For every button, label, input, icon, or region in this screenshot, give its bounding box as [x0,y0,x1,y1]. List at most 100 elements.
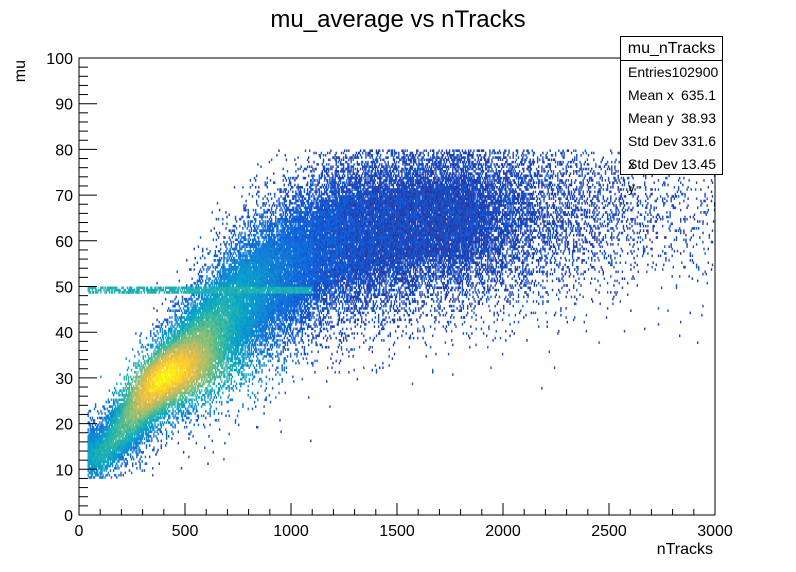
heatmap-cell [170,396,172,399]
heatmap-cell [102,444,104,447]
heatmap-cell [145,423,148,427]
heatmap-cell [138,377,140,381]
heatmap-cell [163,405,166,408]
heatmap-cell [156,387,158,390]
heatmap-cell [136,373,138,376]
heatmap-cell [186,400,188,404]
heatmap-cell [105,451,107,454]
heatmap-cell [152,382,154,386]
heatmap-cell [115,448,117,452]
heatmap-cell [125,423,127,427]
heatmap-cell [99,444,101,447]
heatmap-cell [90,455,93,459]
heatmap-cell [171,327,173,331]
heatmap-cell [170,343,172,347]
heatmap-cell [116,437,118,440]
heatmap-cell [191,382,193,386]
heatmap-cell [210,380,212,383]
heatmap-cell [111,430,114,434]
heatmap-cell [125,430,127,434]
heatmap-cell [150,405,152,408]
heatmap-cell [105,448,107,452]
heatmap-cell [175,295,177,299]
heatmap-cell [149,407,151,411]
heatmap-cell [107,414,109,418]
heatmap-cell [108,286,111,290]
heatmap-cell [145,428,148,431]
heatmap-cell [165,391,168,395]
heatmap-cell [100,423,102,427]
heatmap-cell [88,460,90,463]
heatmap-cell [152,403,154,406]
heatmap-cell [92,455,95,459]
heatmap-cell [206,286,208,290]
heatmap-cell [153,419,155,422]
heatmap-cell [199,382,202,386]
heatmap-cell [164,336,167,340]
heatmap-cell [119,373,121,376]
heatmap-cell [110,457,113,461]
heatmap-cell [99,421,101,424]
heatmap-cell [99,471,101,475]
heatmap-cell [136,444,138,447]
heatmap-cell [124,407,126,411]
heatmap-cell [156,288,158,292]
heatmap-cell [164,345,167,349]
heatmap-cell [110,423,113,427]
heatmap-cell [141,371,143,374]
heatmap-cell [138,291,140,294]
heatmap-cell [87,457,89,461]
heatmap-cell [130,430,133,434]
heatmap-cell [106,464,108,468]
heatmap-cell [154,405,156,408]
heatmap-cell [122,389,124,392]
heatmap-cell [100,291,102,294]
heatmap-cell [142,428,144,431]
heatmap-cell [174,405,176,408]
heatmap-cell [146,366,149,370]
heatmap-cell [153,403,155,406]
heatmap-cell [144,416,147,420]
heatmap-cell [143,419,146,422]
heatmap-cell [160,400,162,404]
heatmap-cell [119,444,121,447]
heatmap-cell [216,233,219,237]
heatmap-cell [151,355,153,358]
heatmap-cell [209,375,211,379]
heatmap-cell [147,382,150,386]
heatmap-cell [170,327,172,331]
heatmap-cell [127,446,130,449]
heatmap-cell [195,398,197,402]
heatmap-cell [87,414,89,418]
heatmap-cell [124,393,126,397]
heatmap-cell [147,355,150,358]
heatmap-cell [107,462,109,465]
heatmap-cell [111,462,114,465]
heatmap-cell [140,435,142,438]
heatmap-cell [108,446,111,449]
heatmap-cell [164,325,167,328]
heatmap-cell [159,288,161,292]
heatmap-cell [222,391,224,395]
heatmap-cell [167,352,169,356]
heatmap-cell [167,361,169,365]
heatmap-cell [158,359,160,363]
heatmap-cell [150,407,152,411]
heatmap-cell [164,384,167,388]
heatmap-cell [99,416,101,420]
heatmap-cell [159,336,161,340]
heatmap-cell [156,375,158,379]
heatmap-cell [164,318,167,322]
heatmap-cell [211,400,213,404]
heatmap-cell [142,345,144,349]
heatmap-cell [104,464,106,468]
heatmap-cell [161,343,164,347]
heatmap-cell [130,377,133,381]
heatmap-cell [144,414,147,418]
heatmap-cell [102,439,104,443]
heatmap-cell [129,288,132,292]
heatmap-cell [138,286,140,290]
heatmap-cell [130,368,133,372]
heatmap-cell [132,396,134,399]
heatmap-cell [150,391,152,395]
